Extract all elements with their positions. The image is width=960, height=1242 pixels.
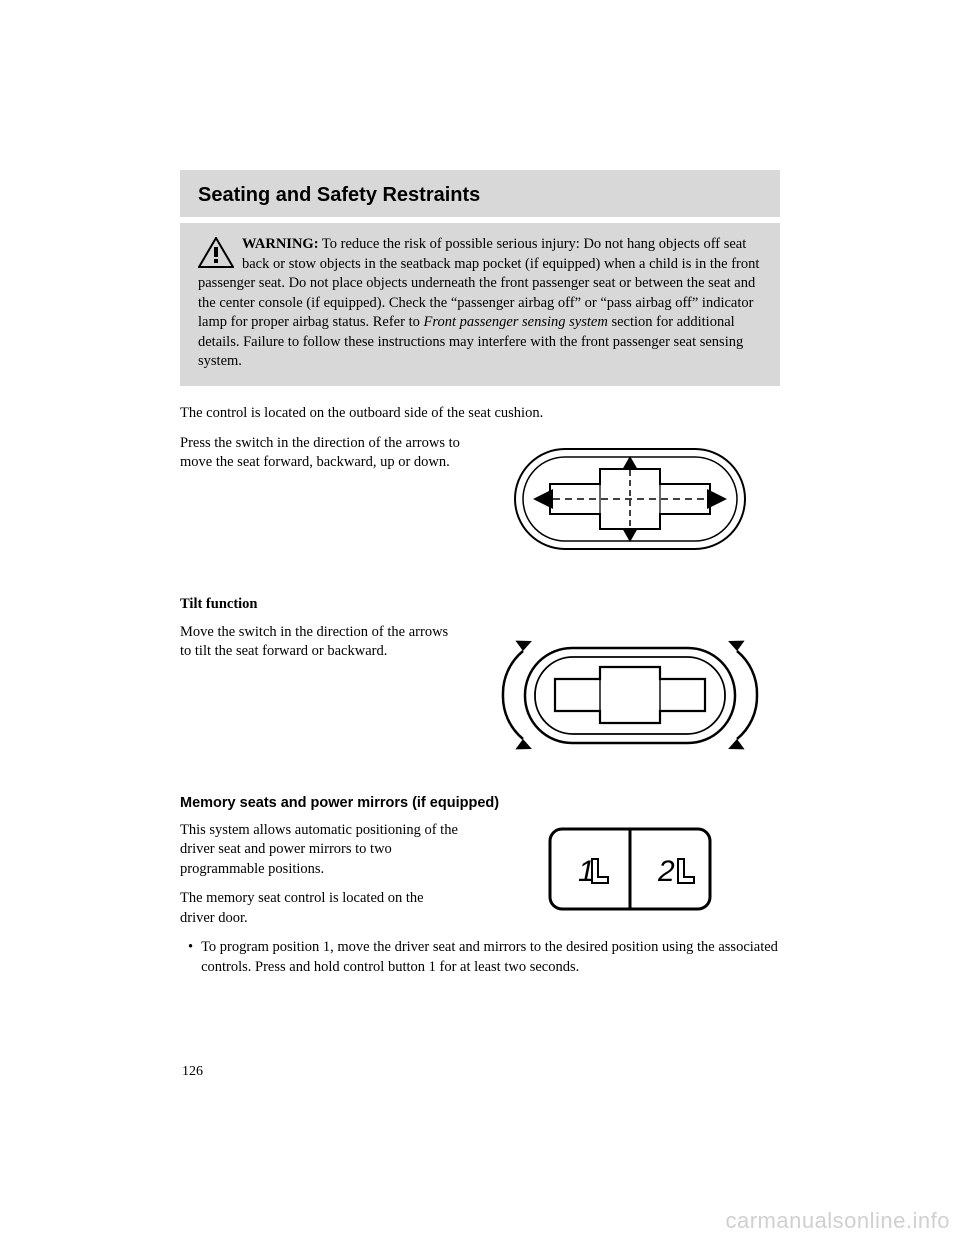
memory-bullet-1-text: To program position 1, move the driver s… — [201, 938, 780, 977]
press-switch-text: Press the switch in the direction of the… — [180, 434, 460, 473]
section-header: Seating and Safety Restraints — [180, 170, 780, 217]
warning-prefix: WARNING: — [242, 236, 319, 252]
memory-p2: The memory seat control is located on th… — [180, 889, 460, 928]
warning-icon — [198, 237, 234, 269]
memory-heading: Memory seats and power mirrors (if equip… — [180, 795, 780, 811]
seat-switch-figure-2 — [480, 623, 780, 763]
page-number: 126 — [182, 1064, 203, 1080]
section-title: Seating and Safety Restraints — [198, 184, 762, 207]
watermark: carmanualsonline.info — [725, 1208, 950, 1234]
memory-buttons-figure: 1 2 — [480, 821, 780, 921]
control-intro: The control is located on the outboard s… — [180, 404, 780, 424]
tilt-heading: Tilt function — [180, 596, 780, 613]
warning-text: WARNING: To reduce the risk of possible … — [198, 236, 759, 369]
memory-bullet-1: • To program position 1, move the driver… — [180, 938, 780, 977]
seat-switch-figure-1 — [480, 434, 780, 564]
memory-btn-2-label: 2 — [657, 855, 675, 888]
bullet-icon: • — [188, 938, 193, 977]
memory-p1: This system allows automatic positioning… — [180, 821, 460, 880]
warning-italic: Front passenger sensing system — [423, 314, 607, 330]
warning-box: WARNING: To reduce the risk of possible … — [180, 223, 780, 386]
tilt-text: Move the switch in the direction of the … — [180, 623, 460, 662]
